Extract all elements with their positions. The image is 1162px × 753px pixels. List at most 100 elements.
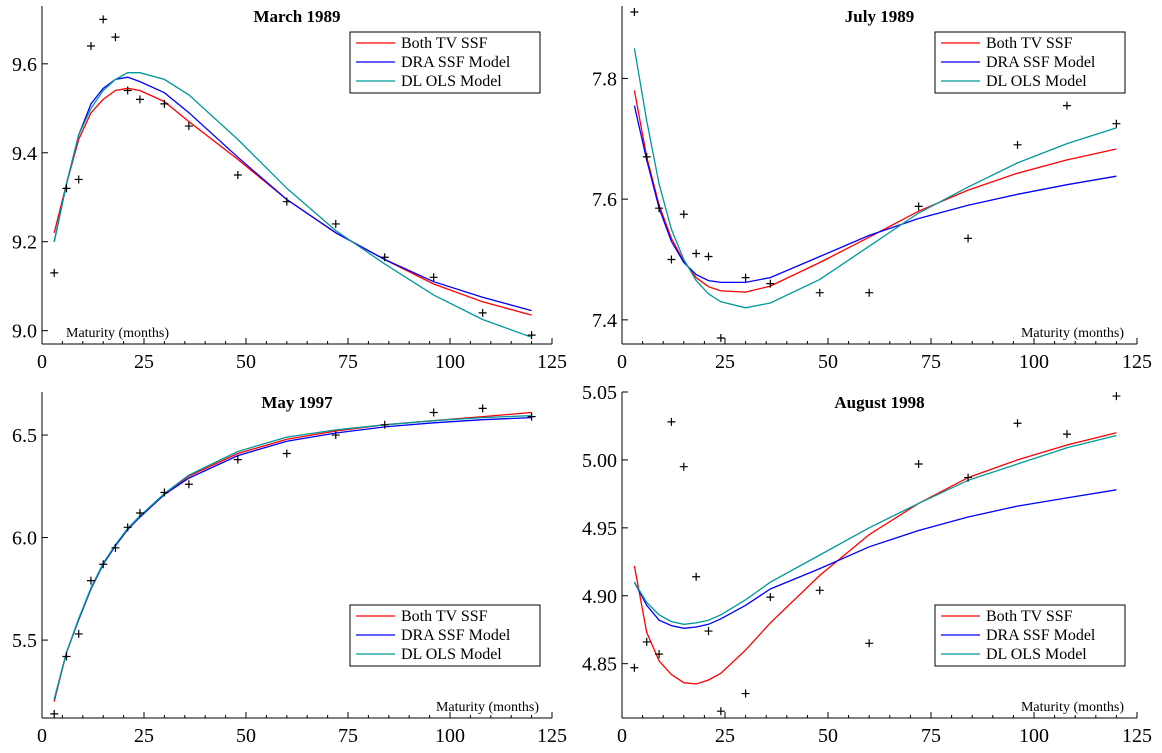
legend-label-dra-ssf-model: DRA SSF Model	[986, 627, 1096, 644]
chart-title: July 1989	[845, 7, 914, 26]
y-tick-label: 9.2	[12, 232, 37, 254]
observed-point	[914, 202, 923, 211]
observed-point	[429, 273, 438, 282]
legend-label-both-tv-ssf: Both TV SSF	[986, 608, 1073, 625]
observed-point	[160, 488, 169, 497]
x-tick-label: 100	[435, 725, 465, 747]
series-line-dra-ssf-model	[53, 76, 532, 312]
x-tick-label: 75	[338, 351, 358, 373]
observed-point	[655, 650, 664, 659]
chart-panel-may-1997: 0 25 50 75 100 125 5.5 6.0 6.5 May 1997 Maturity (…	[12, 392, 567, 747]
x-tick-label: 50	[236, 351, 256, 373]
observed-point	[815, 586, 824, 595]
observed-point	[111, 543, 120, 552]
observed-point	[865, 288, 874, 297]
observed-point	[50, 709, 59, 718]
x-tick-label: 125	[537, 351, 567, 373]
observed-point	[233, 455, 242, 464]
observed-point	[667, 417, 676, 426]
observed-point	[914, 459, 923, 468]
legend-label-both-tv-ssf: Both TV SSF	[401, 35, 488, 52]
series-line-both-tv-ssf	[53, 87, 532, 316]
observed-point	[679, 462, 688, 471]
y-tick-label: 5.00	[582, 450, 617, 472]
y-tick-label: 6.5	[12, 425, 37, 447]
legend-label-dl-ols-model: DL OLS Model	[401, 73, 502, 90]
observed-point	[380, 420, 389, 429]
series-line-dra-ssf-model	[633, 489, 1117, 629]
observed-point	[62, 652, 71, 661]
series-line-dl-ols-model	[633, 434, 1117, 625]
legend-label-dra-ssf-model: DRA SSF Model	[401, 627, 511, 644]
observed-point	[1062, 101, 1071, 110]
legend-box	[349, 604, 541, 667]
legend-label-dl-ols-model: DL OLS Model	[401, 646, 502, 663]
y-tick-label: 5.05	[582, 382, 617, 404]
legend: Both TV SSF DRA SSF Model DL OLS Model	[934, 604, 1126, 667]
observed-point	[679, 210, 688, 219]
x-tick-label: 100	[1019, 725, 1049, 747]
observed-point	[160, 99, 169, 108]
x-tick-label: 25	[715, 351, 735, 373]
y-tick-label: 4.85	[582, 654, 617, 676]
observed-point	[233, 171, 242, 179]
x-tick-label: 25	[715, 725, 735, 747]
y-tick-label: 9.4	[12, 143, 37, 165]
legend: Both TV SSF DRA SSF Model DL OLS Model	[349, 604, 541, 667]
chart-title: May 1997	[261, 393, 333, 412]
observed-point	[704, 627, 713, 636]
x-tick-label: 0	[37, 725, 47, 747]
series-line-dl-ols-model	[53, 72, 532, 338]
observed-point	[716, 707, 725, 716]
observed-point	[62, 184, 71, 193]
observed-point	[704, 252, 713, 261]
legend-label-dra-ssf-model: DRA SSF Model	[986, 54, 1096, 71]
observed-point	[1112, 392, 1121, 401]
x-tick-label: 0	[37, 351, 47, 373]
observed-point	[74, 175, 83, 184]
observed-point	[380, 253, 389, 262]
y-tick-label: 7.4	[592, 310, 617, 332]
x-tick-label: 125	[1122, 725, 1152, 747]
observed-point	[741, 689, 750, 698]
observed-point	[331, 219, 340, 228]
observed-point	[1013, 419, 1022, 428]
series-line-dl-ols-model	[633, 48, 1117, 309]
y-tick-label: 7.8	[592, 68, 617, 90]
x-tick-label: 125	[1122, 351, 1152, 373]
series-line-both-tv-ssf	[633, 432, 1117, 685]
y-tick-label: 6.0	[12, 528, 37, 550]
y-tick-label: 7.6	[592, 189, 617, 211]
observed-point	[642, 152, 651, 161]
observed-point	[692, 249, 701, 258]
y-tick-label: 9.0	[12, 321, 37, 343]
x-tick-label: 0	[617, 351, 627, 373]
observed-point	[815, 288, 824, 297]
observed-point	[99, 15, 108, 24]
observed-point	[184, 480, 193, 489]
observed-point	[630, 8, 639, 17]
legend-label-both-tv-ssf: Both TV SSF	[986, 35, 1073, 52]
legend: Both TV SSF DRA SSF Model DL OLS Model	[934, 31, 1126, 94]
x-axis-label: Maturity (months)	[1021, 700, 1124, 715]
x-tick-label: 125	[537, 725, 567, 747]
observed-point	[655, 204, 664, 213]
observed-point	[1013, 140, 1022, 149]
observed-point	[527, 412, 536, 421]
x-tick-label: 75	[921, 351, 941, 373]
legend: Both TV SSF DRA SSF Model DL OLS Model	[349, 31, 541, 94]
observed-point	[964, 234, 973, 243]
observed-point	[716, 333, 725, 342]
observed-point	[964, 473, 973, 482]
observed-point	[1112, 119, 1121, 128]
series-line-dra-ssf-model	[633, 105, 1117, 284]
observed-point	[741, 273, 750, 282]
observed-point	[1062, 430, 1071, 439]
observed-point	[135, 508, 144, 517]
observed-point	[50, 268, 59, 277]
x-axis-label: Maturity (months)	[1021, 326, 1124, 341]
observed-point	[667, 255, 676, 264]
x-axis-label: Maturity (months)	[436, 700, 539, 715]
chart-panel-august-1998: 0 25 50 75 100 125 4.85 4.90 4.95 5.00 5.05 August …	[582, 382, 1152, 747]
